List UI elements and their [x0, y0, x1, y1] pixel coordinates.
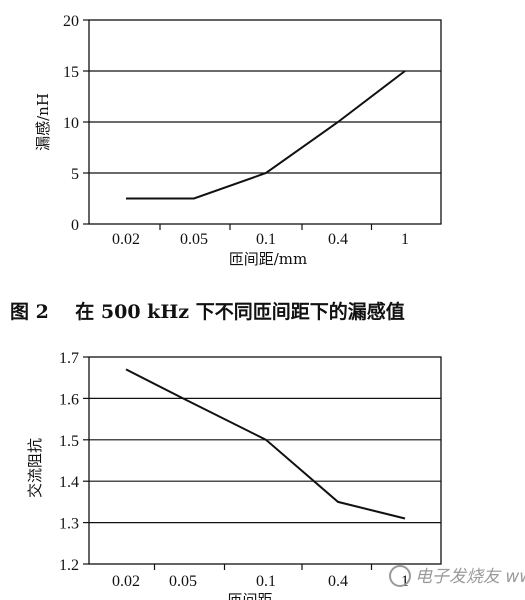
y-tick-label: 1.2	[59, 557, 79, 574]
watermark-text: 电子发烧友 www.elecfans.com	[415, 567, 525, 587]
watermark-icon	[389, 565, 411, 587]
chart1-series-line	[126, 70, 406, 200]
x-tick-label: 0.1	[256, 573, 276, 590]
y-tick-label: 5	[71, 166, 79, 183]
x-tick-label: 0.05	[180, 231, 208, 248]
x-tick-label: 1	[401, 231, 409, 248]
y-tick-label: 1.7	[59, 350, 79, 367]
chart2-plot-frame	[88, 356, 442, 565]
chart2-x-axis-label: 匝间距	[227, 591, 272, 600]
x-tick-label: 0.4	[328, 573, 348, 590]
x-tick-label: 0.05	[169, 573, 197, 590]
chart1-y-ticks: 0 5 10 15 20	[63, 13, 79, 234]
x-tick-label: 0.02	[112, 231, 140, 248]
chart2-y-ticks: 1.2 1.3 1.4 1.5 1.6 1.7	[59, 350, 79, 574]
x-tick-label: 1	[401, 573, 409, 590]
y-tick-label: 1.4	[59, 474, 79, 491]
figure-caption: 图 2 在 500 kHz 下不同匝间距下的漏感值	[10, 300, 405, 323]
y-tick-label: 1.6	[59, 391, 79, 408]
chart1-plot-frame	[88, 19, 442, 225]
y-tick-label: 1.5	[59, 433, 79, 450]
x-tick-label: 0.4	[328, 231, 348, 248]
chart1-gridlines	[83, 19, 441, 225]
chart2-x-ticks: 0.02 0.05 0.1 0.4 1	[112, 564, 409, 590]
chart1-x-axis-label: 匝间距/mm	[229, 250, 308, 268]
leakage-inductance-chart: 0 5 10 15 20 0.02 0.05 0.1 0.4 1 匝间距/mm 漏感/nH	[34, 13, 442, 268]
x-tick-label: 0.1	[256, 231, 276, 248]
chart2-series-line	[125, 368, 406, 520]
y-tick-label: 10	[63, 115, 79, 132]
y-tick-label: 0	[71, 217, 79, 234]
y-tick-label: 15	[63, 64, 79, 81]
x-tick-label: 0.02	[112, 573, 140, 590]
watermark-logo: 电子发烧友 www.elecfans.com	[389, 565, 525, 587]
ac-impedance-chart: 1.2 1.3 1.4 1.5 1.6 1.7 0.02 0.05 0.1 0.4 1 匝间距 交…	[26, 350, 442, 600]
chart2-gridlines	[83, 356, 441, 565]
chart1-y-axis-label: 漏感/nH	[34, 93, 52, 151]
chart2-y-axis-label: 交流阻抗	[26, 438, 44, 498]
y-tick-label: 20	[63, 13, 79, 30]
y-tick-label: 1.3	[59, 516, 79, 533]
chart1-x-ticks: 0.02 0.05 0.1 0.4 1	[112, 224, 409, 248]
